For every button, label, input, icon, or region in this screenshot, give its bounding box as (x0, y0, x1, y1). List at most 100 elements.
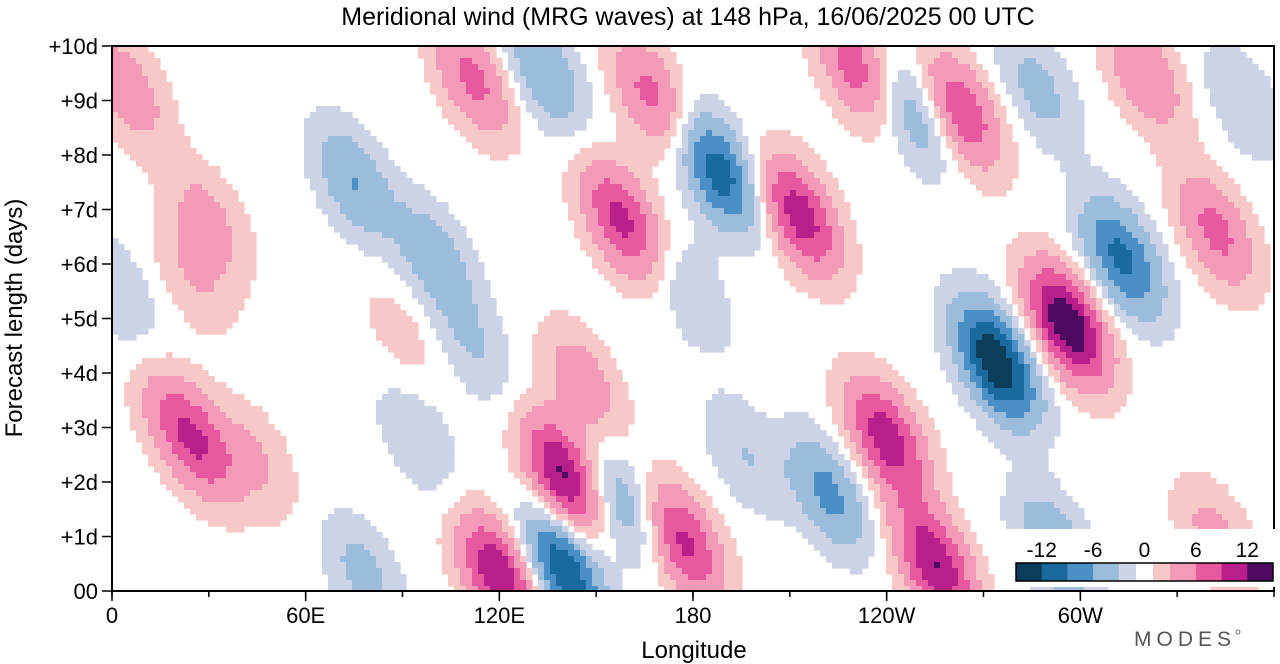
field-cell (226, 208, 233, 215)
field-cell (1078, 268, 1085, 275)
field-cell (406, 250, 413, 257)
field-cell (1174, 202, 1181, 209)
field-cell (700, 196, 707, 203)
field-cell (340, 112, 347, 119)
field-cell (922, 76, 929, 83)
field-cell (124, 148, 131, 155)
field-cell (184, 172, 191, 179)
field-cell (1228, 298, 1235, 305)
field-cell (232, 268, 239, 275)
field-cell (808, 58, 815, 65)
field-cell (802, 160, 809, 167)
field-cell (1252, 76, 1259, 83)
field-cell (928, 88, 935, 95)
field-cell (1078, 148, 1085, 155)
field-cell (544, 130, 551, 137)
field-cell (124, 286, 131, 293)
field-cell (1000, 316, 1007, 323)
field-cell (148, 148, 155, 155)
field-cell (154, 82, 161, 89)
field-cell (1234, 238, 1241, 245)
field-cell (232, 304, 239, 311)
field-cell (1012, 82, 1019, 89)
field-cell (586, 94, 593, 101)
field-cell (922, 106, 929, 113)
field-cell (172, 142, 179, 149)
field-cell (532, 64, 539, 71)
field-cell (574, 166, 581, 173)
field-cell (112, 46, 119, 53)
field-cell (130, 280, 137, 287)
field-cell (658, 256, 665, 263)
field-cell (1102, 214, 1109, 221)
field-cell (1138, 106, 1145, 113)
field-cell (160, 106, 167, 113)
field-cell (1162, 256, 1169, 263)
field-cell (466, 304, 473, 311)
field-cell (688, 172, 695, 179)
field-cell (340, 226, 347, 233)
field-cell (940, 46, 947, 53)
field-cell (1150, 58, 1157, 65)
field-cell (1252, 154, 1259, 161)
field-cell (814, 256, 821, 263)
field-cell (1000, 304, 1007, 311)
field-cell (640, 250, 647, 257)
field-cell (466, 94, 473, 101)
field-cell (520, 76, 527, 83)
field-cell (316, 190, 323, 197)
field-cell (928, 166, 935, 173)
field-cell (484, 298, 491, 305)
field-cell (388, 220, 395, 227)
field-cell (748, 244, 755, 251)
field-cell (544, 94, 551, 101)
field-cell (658, 154, 665, 161)
field-cell (1084, 214, 1091, 221)
field-cell (916, 52, 923, 59)
field-cell (928, 136, 935, 143)
field-cell (976, 160, 983, 167)
field-cell (676, 82, 683, 89)
field-cell (1252, 142, 1259, 149)
field-cell (406, 244, 413, 251)
field-cell (460, 100, 467, 107)
field-cell (472, 64, 479, 71)
field-cell (1270, 106, 1274, 113)
field-cell (628, 262, 635, 269)
field-cell (1192, 250, 1199, 257)
field-cell (856, 82, 863, 89)
field-cell (688, 286, 695, 293)
field-cell (850, 88, 857, 95)
field-cell (244, 226, 251, 233)
field-cell (652, 88, 659, 95)
field-cell (538, 112, 545, 119)
field-cell (526, 94, 533, 101)
field-cell (766, 130, 773, 137)
field-cell (808, 148, 815, 155)
field-cell (460, 46, 467, 53)
field-cell (610, 88, 617, 95)
field-cell (700, 100, 707, 107)
field-cell (952, 70, 959, 77)
field-cell (1096, 190, 1103, 197)
field-cell (730, 214, 737, 221)
field-cell (130, 70, 137, 77)
field-cell (1240, 262, 1247, 269)
field-cell (736, 232, 743, 239)
field-cell (1150, 304, 1157, 311)
field-cell (826, 172, 833, 179)
field-cell (160, 118, 167, 125)
field-cell (874, 70, 881, 77)
field-cell (508, 124, 515, 131)
field-cell (688, 160, 695, 167)
field-cell (1174, 286, 1181, 293)
field-cell (190, 238, 197, 245)
field-cell (1246, 232, 1253, 239)
field-cell (448, 310, 455, 317)
field-cell (718, 238, 725, 245)
field-cell (1222, 280, 1229, 287)
field-cell (1096, 238, 1103, 245)
field-cell (808, 286, 815, 293)
field-cell (784, 172, 791, 179)
field-cell (1168, 82, 1175, 89)
